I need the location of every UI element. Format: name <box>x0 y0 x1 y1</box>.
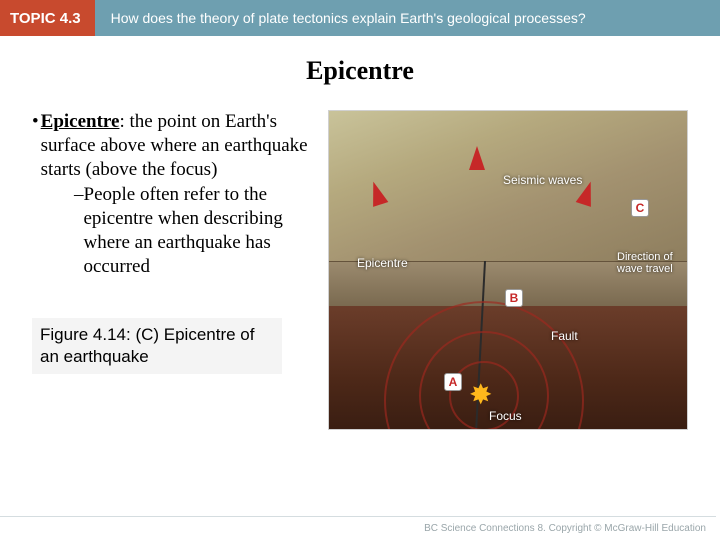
header-bar: TOPIC 4.3 How does the theory of plate t… <box>0 0 720 36</box>
term: Epicentre <box>41 111 120 132</box>
marker-A: A <box>444 373 462 391</box>
footer-copyright: BC Science Connections 8. Copyright © Mc… <box>0 516 716 540</box>
marker-C: C <box>631 199 649 217</box>
topic-question: How does the theory of plate tectonics e… <box>111 10 586 26</box>
label-seismic-waves: Seismic waves <box>501 173 584 187</box>
definition-line: Epicentre: the point on Earth's surface … <box>41 110 312 181</box>
label-direction: Direction of wave travel <box>615 251 681 275</box>
text-column: • Epicentre: the point on Earth's surfac… <box>32 110 312 440</box>
content-area: • Epicentre: the point on Earth's surfac… <box>0 86 720 440</box>
seismic-arrow-icon <box>469 146 485 170</box>
sub-bullet-mark: – <box>74 183 84 278</box>
diagram-column: ✸ Seismic waves Epicentre Fault Focus Di… <box>328 110 696 440</box>
label-epicentre: Epicentre <box>355 256 410 270</box>
figure-caption: Figure 4.14: (C) Epicentre of an earthqu… <box>32 318 282 374</box>
sub-bullet: – People often refer to the epicentre wh… <box>74 183 312 278</box>
marker-B: B <box>505 289 523 307</box>
epicentre-diagram: ✸ Seismic waves Epicentre Fault Focus Di… <box>328 110 688 430</box>
label-focus: Focus <box>487 409 524 423</box>
label-fault: Fault <box>549 329 580 343</box>
sub-bullet-text: People often refer to the epicentre when… <box>84 183 313 278</box>
topic-badge: TOPIC 4.3 <box>0 0 95 36</box>
slide-title: Epicentre <box>0 56 720 86</box>
main-bullet: • Epicentre: the point on Earth's surfac… <box>32 110 312 278</box>
focus-star-icon: ✸ <box>469 381 499 411</box>
bullet-mark: • <box>32 110 41 181</box>
